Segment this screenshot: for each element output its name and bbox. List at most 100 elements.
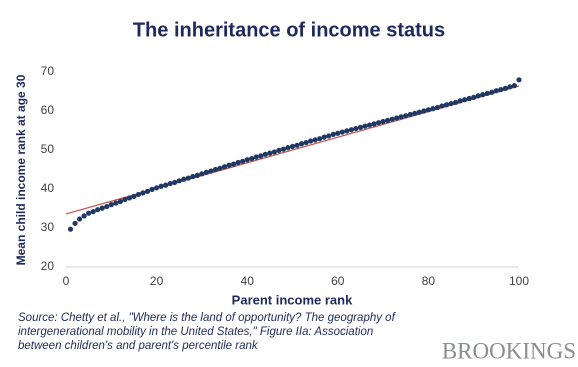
data-point bbox=[303, 139, 309, 146]
data-point bbox=[398, 114, 404, 120]
data-point bbox=[403, 113, 409, 119]
x-axis-label: Parent income rank bbox=[232, 292, 353, 307]
data-point bbox=[122, 196, 128, 203]
source-line: between children's and parent's percenti… bbox=[18, 340, 259, 352]
data-point bbox=[190, 173, 196, 180]
data-point bbox=[298, 141, 305, 147]
data-point bbox=[199, 171, 205, 177]
data-point bbox=[117, 198, 123, 205]
data-point bbox=[475, 93, 481, 99]
y-tick-label: 30 bbox=[41, 220, 55, 234]
data-point bbox=[76, 216, 83, 222]
data-point bbox=[312, 137, 318, 143]
data-point bbox=[321, 134, 327, 140]
y-tick-label: 60 bbox=[41, 103, 55, 117]
source-line: intergenerational mobility in the United… bbox=[18, 326, 373, 338]
data-point bbox=[466, 95, 472, 102]
data-point bbox=[249, 155, 255, 162]
data-point bbox=[226, 162, 232, 168]
data-point bbox=[158, 183, 164, 189]
data-point bbox=[339, 129, 345, 135]
data-point bbox=[330, 131, 336, 137]
data-point bbox=[362, 123, 368, 129]
data-point bbox=[471, 94, 477, 100]
data-point bbox=[484, 90, 490, 97]
data-point bbox=[108, 202, 114, 208]
data-point bbox=[185, 175, 191, 181]
data-point bbox=[407, 111, 413, 118]
data-point bbox=[434, 104, 441, 111]
x-tick-label: 40 bbox=[241, 274, 255, 288]
data-point bbox=[335, 130, 341, 136]
y-tick-label: 20 bbox=[41, 259, 55, 273]
data-point bbox=[194, 172, 200, 178]
data-point bbox=[258, 153, 264, 159]
data-point bbox=[294, 142, 300, 148]
y-tick-label: 50 bbox=[41, 142, 55, 156]
data-point bbox=[507, 84, 513, 90]
data-point bbox=[285, 145, 291, 151]
data-point bbox=[357, 124, 364, 130]
data-point bbox=[452, 99, 459, 106]
data-point bbox=[344, 128, 350, 134]
data-point bbox=[489, 89, 495, 95]
data-point bbox=[308, 138, 314, 144]
data-point bbox=[253, 154, 259, 160]
x-tick-label: 20 bbox=[150, 274, 164, 288]
data-point bbox=[235, 159, 241, 166]
x-tick-label: 80 bbox=[422, 274, 436, 288]
chart-title: The inheritance of income status bbox=[133, 19, 445, 41]
data-point bbox=[167, 180, 173, 187]
data-point bbox=[144, 188, 151, 194]
data-point bbox=[366, 122, 373, 128]
data-point bbox=[511, 83, 518, 89]
data-point bbox=[72, 220, 78, 226]
data-point bbox=[90, 209, 96, 215]
data-point bbox=[149, 186, 155, 192]
data-point bbox=[389, 116, 395, 122]
data-point bbox=[244, 157, 250, 163]
data-point bbox=[176, 178, 182, 184]
data-point bbox=[154, 185, 160, 191]
data-point bbox=[267, 150, 273, 156]
data-point bbox=[181, 176, 187, 182]
data-point bbox=[126, 195, 133, 201]
data-point bbox=[113, 200, 119, 206]
data-point bbox=[430, 106, 436, 112]
data-point bbox=[493, 88, 499, 94]
data-point bbox=[81, 213, 87, 219]
source-line: Source: Chetty et al., "Where is the lan… bbox=[18, 312, 397, 324]
data-point bbox=[262, 151, 268, 157]
x-tick-label: 100 bbox=[509, 274, 529, 288]
data-point bbox=[163, 182, 169, 188]
data-point bbox=[326, 133, 332, 139]
x-tick-label: 0 bbox=[63, 274, 70, 288]
data-point bbox=[289, 143, 296, 150]
data-point bbox=[480, 92, 486, 98]
y-axis-label: Mean child income rank at age 30 bbox=[14, 74, 28, 265]
data-point bbox=[385, 117, 391, 123]
data-point bbox=[221, 164, 228, 170]
data-point bbox=[425, 107, 431, 113]
data-point bbox=[276, 147, 282, 153]
data-point bbox=[416, 109, 422, 115]
data-point bbox=[135, 191, 142, 198]
data-point bbox=[95, 207, 101, 213]
data-point bbox=[240, 158, 246, 164]
data-point bbox=[317, 136, 323, 142]
y-tick-label: 70 bbox=[41, 64, 55, 78]
data-point bbox=[140, 190, 146, 196]
data-point bbox=[516, 77, 522, 83]
x-tick-label: 60 bbox=[331, 274, 345, 288]
data-point bbox=[172, 179, 178, 185]
data-point bbox=[203, 169, 210, 175]
data-point bbox=[271, 149, 277, 155]
data-point bbox=[457, 98, 463, 104]
data-point bbox=[448, 100, 454, 107]
data-point bbox=[86, 210, 92, 216]
data-point bbox=[502, 85, 509, 91]
data-point bbox=[104, 203, 110, 210]
data-point bbox=[348, 127, 354, 133]
data-point bbox=[371, 121, 377, 127]
